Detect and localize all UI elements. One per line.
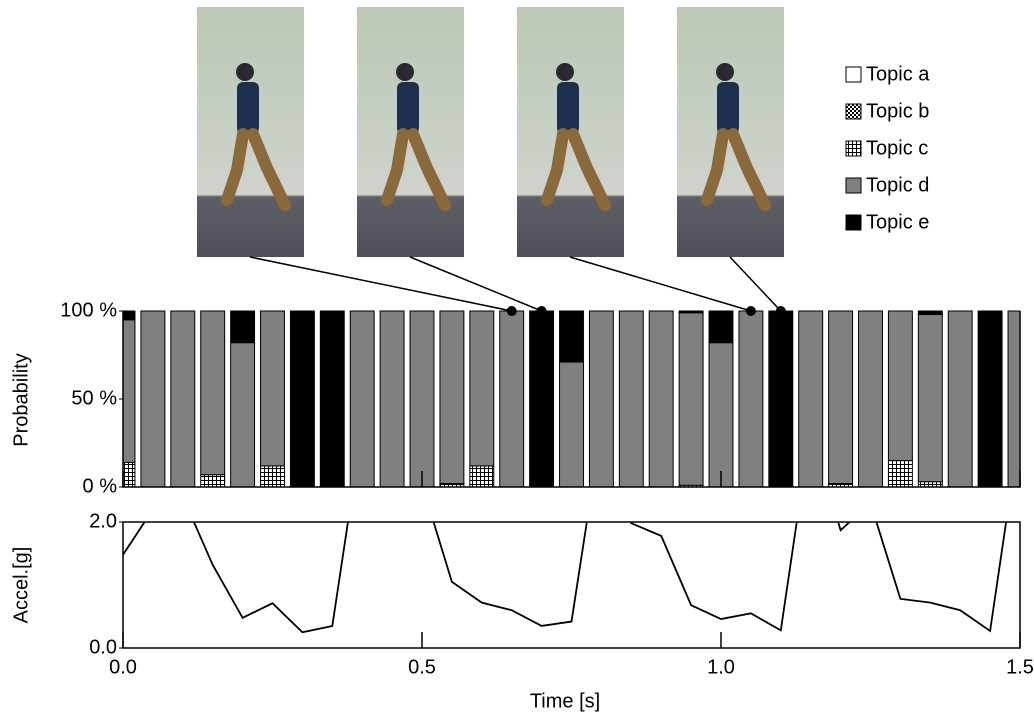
x-tick-label: 0.0	[109, 656, 137, 678]
bars	[123, 311, 1020, 487]
y-axis-label: Accel.[g]	[10, 547, 32, 624]
legend-label: Topic c	[866, 137, 928, 159]
bar-segment	[978, 311, 1002, 487]
bar-segment	[918, 482, 942, 487]
legend-swatch	[846, 178, 861, 193]
x-axis-label: Time [s]	[530, 690, 600, 712]
legend-swatch	[846, 104, 861, 119]
bar-segment	[320, 311, 344, 487]
legend-label: Topic e	[866, 211, 929, 233]
bar-segment	[290, 311, 314, 487]
bar-segment	[918, 311, 942, 315]
frame-connector	[730, 257, 781, 311]
y-tick-label: 2.0	[89, 510, 117, 532]
frame-photo	[357, 7, 464, 257]
bar-segment	[619, 311, 643, 487]
bar-segment	[560, 311, 584, 362]
bar-segment	[123, 320, 135, 463]
bar-segment	[123, 462, 135, 487]
bar-segment	[709, 311, 733, 343]
figure: Probability Accel.[g] Time [s] 0 % 50 % 10…	[0, 0, 1034, 715]
bar-segment	[231, 311, 255, 343]
bar-segment	[1008, 311, 1020, 487]
runner-head	[396, 63, 414, 81]
bar-segment	[380, 311, 404, 487]
bar-segment	[948, 311, 972, 487]
bar-segment	[829, 311, 853, 483]
bar-segment	[201, 475, 225, 487]
y-tick-label: 100 %	[60, 299, 117, 321]
bar-segment	[500, 311, 524, 487]
bar-segment	[470, 466, 494, 487]
bar-segment	[261, 466, 285, 487]
y-tick-label: 0 %	[83, 475, 118, 497]
x-tick-label: 1.5	[1006, 656, 1034, 678]
runner-head	[556, 63, 574, 81]
runner-head	[236, 63, 254, 81]
bar-segment	[350, 311, 374, 487]
y-tick-label: 50 %	[71, 387, 117, 409]
bar-segment	[709, 343, 733, 487]
frame-marker	[507, 306, 517, 316]
bar-segment	[918, 315, 942, 482]
bar-segment	[859, 311, 883, 487]
bar-segment	[530, 311, 554, 487]
runner-torso	[397, 82, 419, 134]
bar-segment	[649, 311, 673, 487]
legend-swatch	[846, 141, 861, 156]
frame-photo	[677, 7, 784, 257]
axis-frame	[123, 522, 1020, 648]
bar-segment	[261, 311, 285, 466]
frame-photo	[517, 7, 624, 257]
frame-photo	[197, 7, 304, 257]
runner-torso	[717, 82, 739, 134]
frame-marker	[746, 306, 756, 316]
x-tick-label: 0.5	[408, 656, 436, 678]
bar-segment	[440, 311, 464, 483]
bar-segment	[769, 311, 793, 487]
y-tick-label: 0.0	[89, 636, 117, 658]
bar-segment	[201, 311, 225, 475]
legend-label: Topic b	[866, 100, 929, 122]
bar-segment	[888, 311, 912, 461]
legend-label: Topic d	[866, 174, 929, 196]
frame-connector	[570, 257, 751, 311]
bar-segment	[231, 343, 255, 487]
frame-marker	[776, 306, 786, 316]
bar-segment	[560, 362, 584, 487]
legend-swatch	[846, 215, 861, 230]
frame-marker	[537, 306, 547, 316]
bar-segment	[888, 461, 912, 487]
frame-connector	[250, 257, 512, 311]
bar-segment	[679, 311, 703, 313]
bar-segment	[799, 311, 823, 487]
bar-segment	[123, 311, 135, 320]
runner-head	[716, 63, 734, 81]
legend-swatch	[846, 67, 861, 82]
runner-torso	[237, 82, 259, 134]
bar-segment	[679, 313, 703, 485]
y-axis-label: Probability	[10, 353, 32, 446]
bar-segment	[410, 311, 434, 487]
runner-torso	[557, 82, 579, 134]
bar-segment	[470, 311, 494, 466]
bar-segment	[141, 311, 165, 487]
legend-label: Topic a	[866, 63, 930, 85]
bar-segment	[171, 311, 195, 487]
x-tick-label: 1.0	[707, 656, 735, 678]
bar-segment	[589, 311, 613, 487]
bar-segment	[739, 311, 763, 487]
